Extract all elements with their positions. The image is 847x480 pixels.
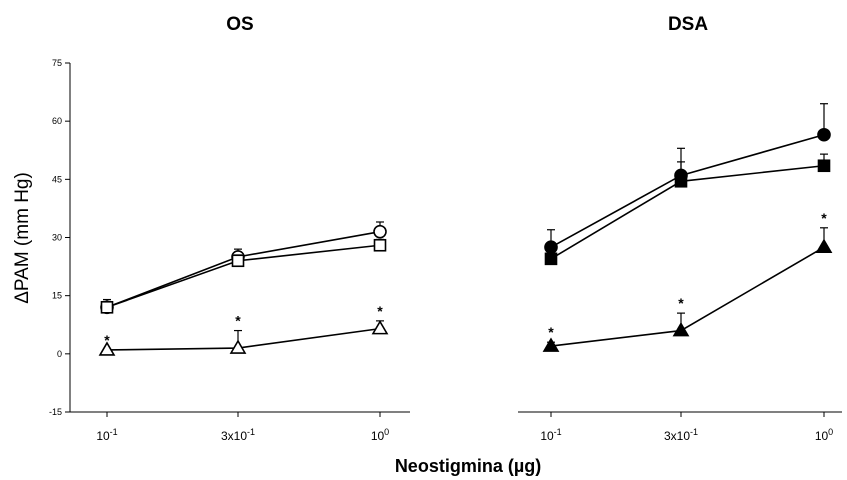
dsa-x-tick-label: 10-1 (540, 427, 561, 443)
os-square-point (100, 300, 114, 314)
panel-title-dsa: DSA (668, 14, 708, 35)
os-significance-marker: * (235, 313, 241, 329)
os-triangle-point (371, 320, 389, 335)
dsa-triangle-point (815, 238, 833, 253)
x-axis-label: Neostigmina (µg) (395, 456, 541, 476)
os-square-point (373, 238, 387, 252)
os-significance-marker: * (104, 332, 110, 348)
dsa-square-point (544, 252, 558, 266)
os-y-tick-label: -15 (49, 407, 62, 417)
plot-layer: -15 0 15 30 45 60 75 10-1 3x10-1 100 * * * 10-1 3x10-1… (49, 58, 833, 443)
dsa-x-tick-label: 100 (815, 427, 833, 443)
dsa-circle-point (817, 127, 831, 142)
dsa-series-triangle-line (550, 246, 825, 347)
dsa-square-point (674, 174, 688, 188)
os-y-tick-label: 45 (52, 174, 62, 184)
os-y-tick-label: 30 (52, 233, 62, 243)
dsa-significance-marker: * (678, 295, 684, 311)
dsa-square-point (817, 159, 831, 173)
os-y-tick-label: 0 (57, 349, 62, 359)
dsa-significance-marker: * (821, 210, 827, 226)
os-x-tick-label: 100 (371, 427, 389, 443)
os-triangle-point (98, 341, 116, 356)
os-significance-marker: * (377, 303, 383, 319)
os-y-tick-label: 75 (52, 58, 62, 68)
os-x-tick-label: 3x10-1 (221, 427, 255, 443)
os-square-point (231, 254, 245, 268)
os-circle-point (373, 224, 387, 239)
dsa-triangle-point (672, 321, 690, 337)
dsa-x-tick-label: 3x10-1 (664, 427, 698, 443)
os-series-triangle-line (106, 327, 381, 351)
os-y-tick-label: 60 (52, 116, 62, 126)
os-y-tick-label: 15 (52, 291, 62, 301)
dsa-triangle-point (542, 337, 560, 352)
panel-title-os: OS (226, 14, 253, 35)
os-triangle-point (229, 339, 247, 354)
dsa-significance-marker: * (548, 324, 554, 340)
os-series-circle-line (106, 230, 381, 309)
os-x-tick-label: 10-1 (96, 427, 117, 443)
dsa-series-circle-line (550, 133, 825, 248)
y-axis-label: ΔPAM (mm Hg) (12, 172, 33, 304)
dsa-series-square-line (550, 164, 825, 260)
